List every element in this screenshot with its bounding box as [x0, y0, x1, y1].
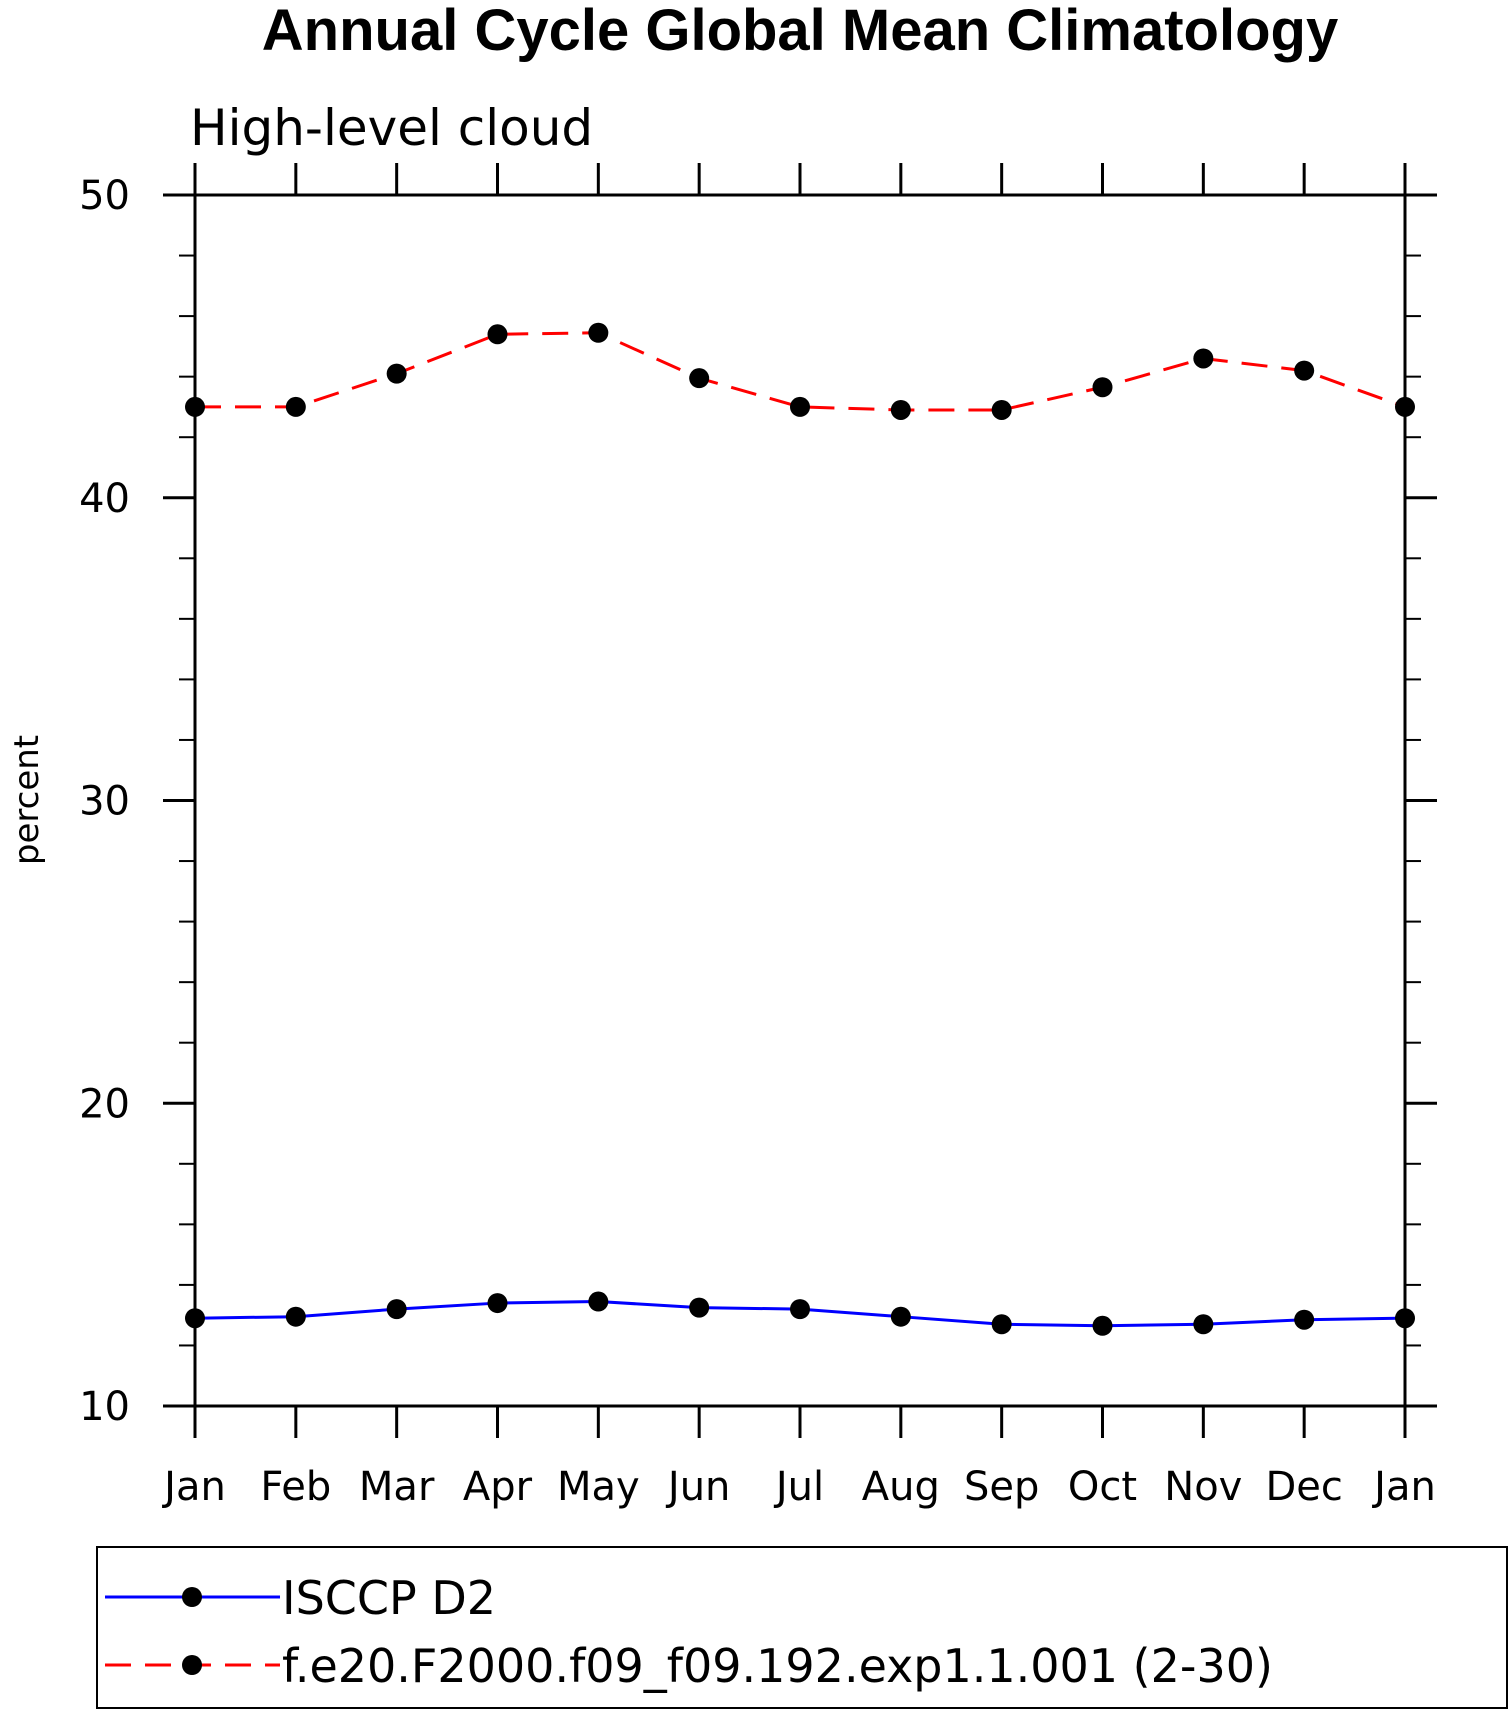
x-tick-label: May [557, 1464, 640, 1510]
axes: Jan Feb Mar Apr May Jun Jul Aug Sep Oct Nov Dec Jan 1… [79, 163, 1437, 1510]
data-point [790, 1299, 810, 1320]
x-tick-label: Dec [1265, 1464, 1342, 1510]
data-point [487, 324, 508, 345]
data-point [588, 322, 609, 343]
chart-subtitle: High-level cloud [190, 99, 593, 157]
data-point [1395, 396, 1415, 417]
legend-items: ISCCP D2 f.e20.F2000.f09_f09.192.exp1.1.0… [105, 1571, 1273, 1693]
x-tick-label: Oct [1068, 1464, 1137, 1510]
data-point [991, 1314, 1012, 1335]
series-layer [185, 322, 1415, 1336]
legend-marker [182, 1655, 202, 1675]
data-point [386, 363, 407, 384]
legend-label: ISCCP D2 [282, 1571, 496, 1625]
y-tick-label: 20 [79, 1081, 130, 1127]
data-point [1193, 348, 1214, 369]
x-tick-label: Jul [773, 1464, 824, 1510]
data-point [689, 1297, 710, 1318]
x-tick-label: Jan [1371, 1464, 1436, 1510]
data-point [386, 1299, 407, 1320]
data-point [790, 396, 810, 417]
x-tick-label: Apr [463, 1464, 533, 1510]
data-point [991, 399, 1012, 420]
data-point [588, 1291, 609, 1312]
y-tick-label: 30 [79, 779, 130, 825]
data-point [1092, 377, 1113, 398]
y-axis-label: percent [7, 735, 47, 865]
data-point [890, 1306, 911, 1327]
legend-marker [182, 1587, 202, 1607]
data-point [185, 396, 205, 417]
data-point [285, 1306, 306, 1327]
y-tick-label: 50 [79, 173, 130, 219]
data-point [285, 396, 306, 417]
x-tick-label: Aug [862, 1464, 940, 1510]
data-point [890, 399, 911, 420]
data-point [1294, 1309, 1315, 1330]
legend: ISCCP D2 f.e20.F2000.f09_f09.192.exp1.1.0… [96, 1546, 1508, 1709]
legend-label: f.e20.F2000.f09_f09.192.exp1.1.001 (2-30… [282, 1639, 1273, 1693]
data-point [185, 1308, 205, 1329]
data-point [1193, 1314, 1214, 1335]
data-point [1395, 1308, 1415, 1329]
y-tick-label: 40 [79, 476, 130, 522]
x-tick-label: Mar [359, 1464, 435, 1510]
legend-box [96, 1546, 1508, 1709]
y-tick-label: 10 [79, 1384, 130, 1430]
data-point [1092, 1315, 1113, 1336]
x-tick-label: Jun [665, 1464, 731, 1510]
plot-frame [193, 193, 1407, 1408]
x-tick-label: Jan [161, 1464, 226, 1510]
data-point [689, 368, 710, 389]
x-tick-label: Sep [964, 1464, 1039, 1510]
x-tick-label: Feb [260, 1464, 331, 1510]
data-point [1294, 360, 1315, 381]
x-tick-label: Nov [1164, 1464, 1242, 1510]
data-point [487, 1293, 508, 1314]
chart-title: Annual Cycle Global Mean Climatology [262, 0, 1338, 63]
